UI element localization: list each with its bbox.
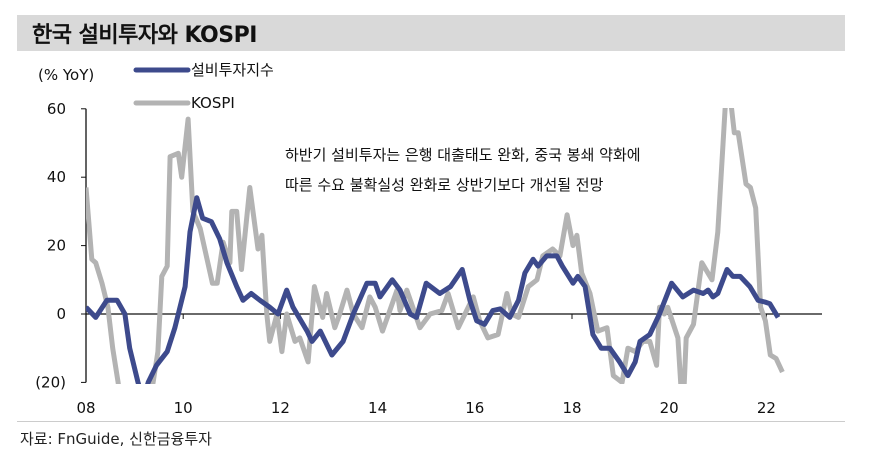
annotation-line-2: 따른 수요 불확실성 완화로 상반기보다 개선될 전망 xyxy=(285,176,604,194)
y-tick-label: 0 xyxy=(56,305,66,323)
x-tick-label: 14 xyxy=(368,399,387,417)
legend-label: KOSPI xyxy=(191,94,235,112)
x-tick-label: 12 xyxy=(271,399,290,417)
y-axis-label: (% YoY) xyxy=(38,66,94,84)
y-tick-label: (20) xyxy=(35,373,66,391)
y-tick-label: 20 xyxy=(47,237,66,255)
x-tick-label: 16 xyxy=(465,399,484,417)
chart-title: 한국 설비투자와 KOSPI xyxy=(32,23,257,48)
divider xyxy=(17,421,845,422)
title-bar xyxy=(17,15,845,51)
x-tick-label: 20 xyxy=(660,399,679,417)
axes: 60 40 20 0 (20) 08 10 12 14 16 18 20 22 xyxy=(35,100,822,417)
x-tick-label: 10 xyxy=(174,399,193,417)
y-tick-label: 60 xyxy=(47,100,66,118)
source-note: 자료: FnGuide, 신한금융투자 xyxy=(20,430,212,448)
y-tick-label: 40 xyxy=(47,168,66,186)
series-line-investment xyxy=(86,195,781,384)
x-tick-label: 18 xyxy=(562,399,581,417)
x-tick-label: 22 xyxy=(757,399,776,417)
legend-label: 설비투자지수 xyxy=(191,61,274,79)
annotation-line-1: 하반기 설비투자는 은행 대출태도 완화, 중국 봉쇄 약화에 xyxy=(285,146,641,164)
legend: 설비투자지수 KOSPI xyxy=(133,61,274,112)
x-tick-label: 08 xyxy=(76,399,95,417)
series-lines xyxy=(86,108,785,384)
series-line-kospi xyxy=(86,108,785,384)
